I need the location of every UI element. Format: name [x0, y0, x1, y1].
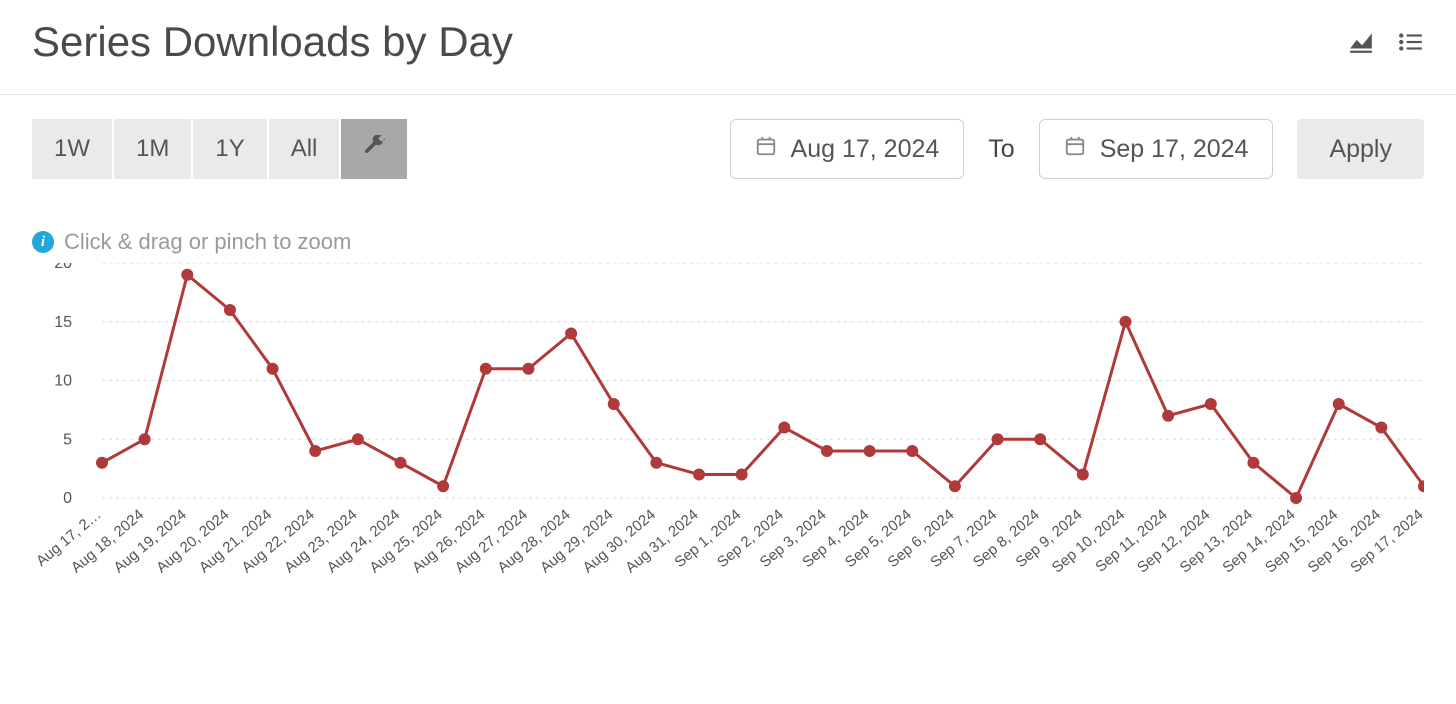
calendar-icon	[1064, 135, 1086, 164]
list-icon[interactable]	[1398, 29, 1424, 55]
page-title: Series Downloads by Day	[32, 18, 513, 66]
zoom-hint-text: Click & drag or pinch to zoom	[64, 229, 351, 255]
date-to-input[interactable]: Sep 17, 2024	[1039, 119, 1274, 179]
range-all-button[interactable]: All	[269, 119, 342, 179]
svg-text:5: 5	[63, 431, 72, 448]
range-1m-button[interactable]: 1M	[114, 119, 193, 179]
range-1w-button[interactable]: 1W	[32, 119, 114, 179]
svg-text:10: 10	[54, 373, 72, 390]
date-from-value: Aug 17, 2024	[791, 135, 940, 164]
date-to-value: Sep 17, 2024	[1100, 135, 1249, 164]
date-from-input[interactable]: Aug 17, 2024	[730, 119, 965, 179]
downloads-line-chart[interactable]: 05101520Aug 17, 2…Aug 18, 2024Aug 19, 20…	[32, 263, 1424, 633]
calendar-icon	[755, 135, 777, 164]
info-icon: i	[32, 231, 54, 253]
wrench-icon	[363, 135, 385, 164]
svg-text:Sep 17, 2024: Sep 17, 2024	[1347, 506, 1424, 576]
range-1y-button[interactable]: 1Y	[193, 119, 268, 179]
zoom-hint: i Click & drag or pinch to zoom	[32, 229, 1424, 255]
svg-text:20: 20	[54, 263, 72, 272]
apply-button[interactable]: Apply	[1297, 119, 1424, 179]
svg-text:15: 15	[54, 314, 72, 331]
range-custom-button[interactable]	[341, 119, 407, 179]
svg-text:0: 0	[63, 490, 72, 507]
range-button-group: 1W 1M 1Y All	[32, 119, 407, 179]
area-chart-icon[interactable]	[1348, 29, 1374, 55]
date-to-label: To	[988, 135, 1014, 164]
